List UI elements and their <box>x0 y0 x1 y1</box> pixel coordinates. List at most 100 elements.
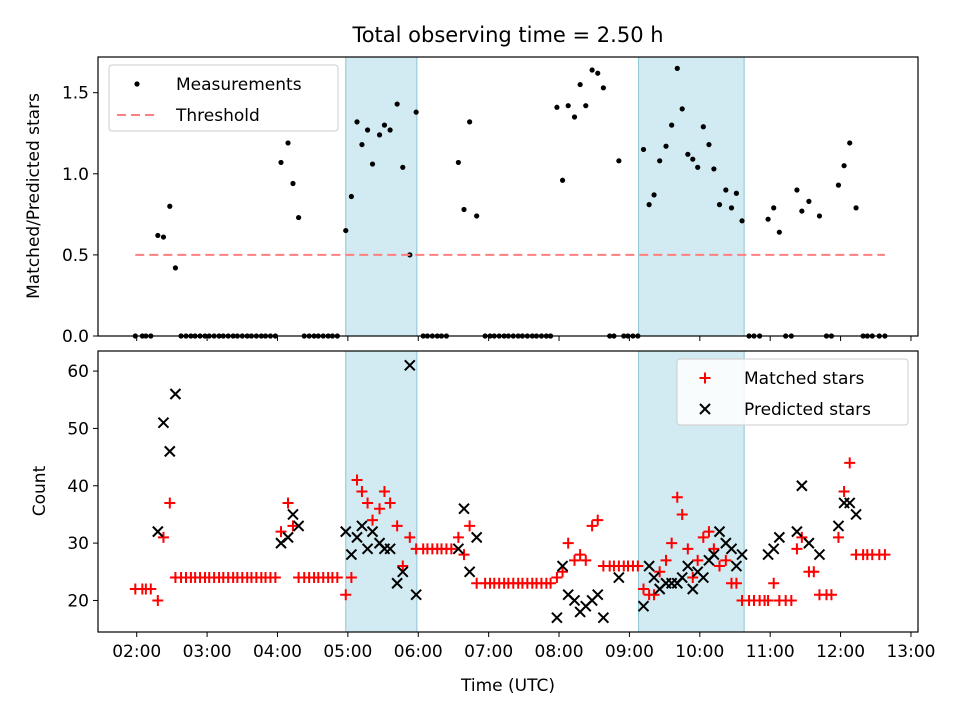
measurement-point <box>583 103 589 109</box>
predicted-stars-point <box>458 502 470 515</box>
predicted-stars-point <box>152 525 164 538</box>
measurement-point <box>716 202 723 208</box>
predicted-stars-point <box>832 520 845 532</box>
matched-stars-point <box>551 572 563 584</box>
predicted-stars-point <box>725 543 738 555</box>
measurement-point <box>816 213 823 219</box>
ratio-shaded-interval-0 <box>345 56 418 337</box>
matched-stars-point <box>340 589 352 601</box>
predicted-stars-point <box>384 543 396 555</box>
matched-stars-point <box>632 560 644 572</box>
predicted-stars-point <box>768 543 780 555</box>
predicted-stars-point <box>356 520 368 532</box>
x-tick-label: 10:00 <box>675 642 724 662</box>
measurement-point <box>723 187 729 193</box>
matched-stars-point <box>445 543 457 555</box>
measurement-point <box>467 119 473 125</box>
x-tick-label: 04:00 <box>253 642 302 662</box>
measurement-point <box>853 205 859 211</box>
matched-stars-point <box>832 531 844 543</box>
measurement-point <box>728 205 735 211</box>
matched-stars-point <box>378 486 390 497</box>
predicted-stars-point <box>844 497 856 509</box>
measurement-point <box>847 140 853 146</box>
predicted-stars-point <box>351 531 363 544</box>
ratio-legend: Measurements Threshold <box>108 64 339 132</box>
ratio-panel: Matched/Predicted stars 0.0 0.5 1.0 1.5 Meas… <box>24 56 919 347</box>
matched-stars-point <box>269 572 281 584</box>
predicted-stars-point <box>551 611 563 624</box>
matched-stars-point <box>654 566 666 578</box>
predicted-stars-point <box>676 571 688 584</box>
matched-stars-point <box>768 577 780 589</box>
legend-label: Threshold <box>175 106 260 126</box>
legend-matched-swatch <box>699 372 711 384</box>
matched-stars-point <box>404 531 416 543</box>
measurement-point <box>669 122 675 128</box>
predicted-stars-point <box>713 525 726 538</box>
predicted-stars-point <box>292 520 305 532</box>
measurement-point <box>776 229 782 235</box>
predicted-stars-point <box>463 566 476 578</box>
predicted-stars-point <box>366 525 379 538</box>
matched-stars-point <box>697 531 709 543</box>
matched-stars-point <box>676 508 688 520</box>
x-tick-label: 07:00 <box>464 642 513 662</box>
matched-stars-point <box>762 594 774 606</box>
predicted-stars-point <box>791 525 803 538</box>
measurement-point <box>369 161 376 167</box>
predicted-stars-point <box>340 525 352 538</box>
predicted-stars-point <box>813 548 826 561</box>
measurement-point <box>359 141 365 148</box>
x-tick-label: 09:00 <box>605 642 654 662</box>
measurement-point <box>296 214 302 221</box>
measurement-point <box>387 127 393 133</box>
predicted-stars-point <box>803 537 815 549</box>
measurement-point <box>695 164 701 170</box>
count-axes-frame <box>97 350 919 633</box>
matched-stars-point <box>844 457 856 469</box>
measurement-point <box>565 103 571 109</box>
ratio-y-tick-label: 1.0 <box>62 165 89 185</box>
measurement-point <box>733 190 740 196</box>
matched-stars-point <box>391 520 403 532</box>
figure-title: Total observing time = 2.50 h <box>351 23 663 47</box>
predicted-stars-point <box>773 531 786 544</box>
ratio-shaded-interval-1 <box>638 56 745 337</box>
ratio-y-axis-label: Matched/Predicted stars <box>24 93 44 299</box>
predicted-stars-point <box>682 560 694 572</box>
count-y-tick-label: 20 <box>67 591 89 611</box>
legend-label: Matched stars <box>744 369 864 389</box>
matched-stars-point <box>351 474 363 486</box>
predicted-stars-point <box>157 416 170 429</box>
x-tick-label: 05:00 <box>323 642 372 662</box>
matched-stars-point <box>692 554 704 566</box>
predicted-stars-point <box>708 548 720 561</box>
matched-stars-point <box>708 543 720 555</box>
predicted-stars-point <box>452 543 465 555</box>
predicted-stars-point <box>345 548 358 561</box>
predicted-stars-point <box>648 571 660 584</box>
count-y-axis-label: Count <box>30 465 50 516</box>
measurement-point <box>706 141 712 148</box>
measurement-point <box>348 193 354 200</box>
measurement-point <box>400 164 406 170</box>
predicted-stars-point <box>404 359 416 372</box>
ratio-legend-frame <box>108 64 339 132</box>
legend-label: Measurements <box>176 75 302 95</box>
matched-stars-point <box>808 566 820 578</box>
measurement-point <box>474 213 480 219</box>
matched-stars-point <box>367 514 379 526</box>
predicted-stars-point <box>568 594 581 607</box>
matched-stars-point <box>637 583 649 595</box>
measurement-point <box>354 119 360 125</box>
predicted-stars-point <box>736 548 748 561</box>
measurement-point <box>413 109 419 115</box>
measurement-point <box>685 151 691 157</box>
matched-stars-point <box>362 497 374 509</box>
matched-stars-point <box>282 497 294 509</box>
measurement-point <box>595 70 601 76</box>
matched-stars-point <box>287 520 299 532</box>
predicted-stars-point <box>796 480 808 492</box>
count-y-tick-label: 50 <box>67 419 89 439</box>
